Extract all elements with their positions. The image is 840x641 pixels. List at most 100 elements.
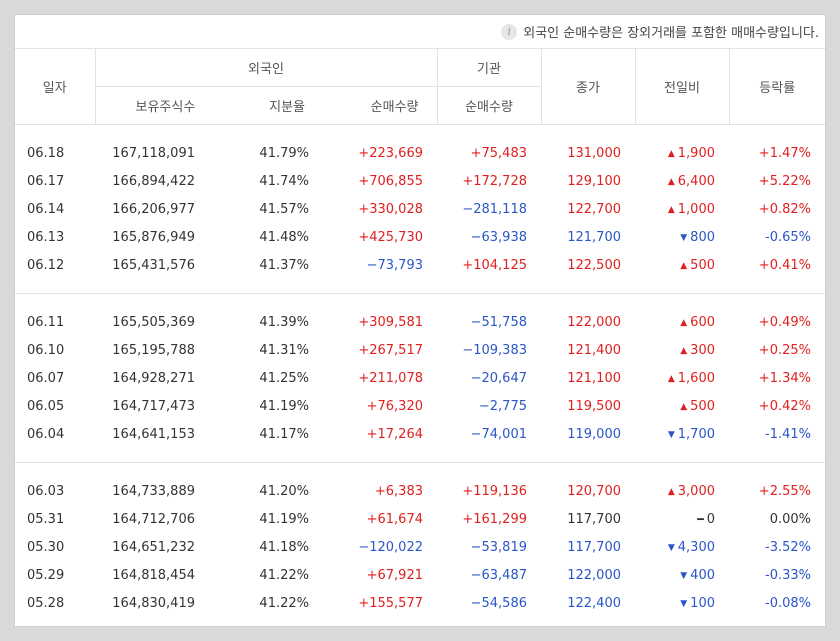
group-separator [15,448,825,463]
info-icon[interactable]: i [501,23,518,40]
cell-change: 500 [635,392,729,420]
investor-trend-panel: i 외국인 순매수량은 장외거래를 포함한 매매수량입니다. 일자 외국인 기관… [15,15,825,626]
cell-holdings: 164,818,454 [112,567,195,583]
cell-ratio: 41.25% [259,370,309,386]
header-change: 전일비 [634,48,729,125]
change-value: 3,000 [668,484,715,499]
header-institution-net: 순매수량 [436,86,541,125]
header-rate: 등락률 [728,48,825,125]
group-spacer [15,463,825,478]
table-row: 06.03 164,733,889 41.20% +6,383 +119,136 120,… [15,477,825,505]
cell-institution-net: +172,728 [462,173,527,189]
cell-rate: +1.47% [758,145,811,161]
table-row: 05.28 164,830,419 41.22% +155,577 −54,586 122… [15,589,825,617]
cell-close: 117,700 [567,539,621,555]
cell-rate: +0.41% [758,257,811,273]
cell-holdings: 164,717,473 [112,398,195,414]
cell-rate: 0.00% [769,511,811,527]
cell-institution-net: −74,001 [470,426,527,442]
cell-date: 05.29 [27,567,65,583]
cell-ratio: 41.37% [259,257,309,273]
cell-change: 1,000 [635,195,729,223]
cell-date: 05.28 [27,595,65,611]
change-value: 100 [680,596,715,611]
cell-change: 400 [635,561,729,589]
cell-foreign-net: +61,674 [366,511,423,527]
table-body: 06.18 167,118,091 41.79% +223,669 +75,483 131… [15,125,825,632]
cell-change: 3,000 [635,477,729,505]
cell-date: 06.07 [27,370,65,386]
cell-rate: -0.33% [765,567,811,583]
header-foreign: 외국인 [94,48,437,87]
cell-foreign-net: +6,383 [374,483,423,499]
cell-holdings: 164,641,153 [112,426,195,442]
cell-holdings: 166,894,422 [112,173,195,189]
change-value: 500 [680,399,715,414]
cell-institution-net: −53,819 [470,539,527,555]
cell-close: 122,700 [567,201,621,217]
cell-institution-net: −63,938 [470,229,527,245]
cell-ratio: 41.17% [259,426,309,442]
cell-change: 500 [635,251,729,279]
cell-rate: -1.41% [765,426,811,442]
cell-ratio: 41.74% [259,173,309,189]
cell-institution-net: +161,299 [462,511,527,527]
cell-foreign-net: +706,855 [358,173,423,189]
cell-foreign-net: +211,078 [358,370,423,386]
change-value: 4,300 [668,540,715,555]
cell-change: 1,700 [635,420,729,448]
cell-foreign-net: −120,022 [358,539,423,555]
table-row: 06.07 164,928,271 41.25% +211,078 −20,647 121… [15,364,825,392]
cell-ratio: 41.31% [259,342,309,358]
cell-ratio: 41.18% [259,539,309,555]
change-value: 1,700 [668,427,715,442]
cell-rate: +0.49% [758,314,811,330]
cell-close: 121,700 [567,229,621,245]
cell-rate: -0.08% [765,595,811,611]
cell-close: 121,400 [567,342,621,358]
cell-foreign-net: +330,028 [358,201,423,217]
cell-change: 600 [635,308,729,336]
cell-ratio: 41.19% [259,511,309,527]
cell-ratio: 41.39% [259,314,309,330]
cell-change: 1,600 [635,364,729,392]
cell-close: 129,100 [567,173,621,189]
cell-institution-net: −281,118 [462,201,527,217]
cell-ratio: 41.19% [259,398,309,414]
cell-close: 117,700 [567,511,621,527]
cell-change: 800 [635,223,729,251]
cell-foreign-net: +67,921 [366,567,423,583]
header-date: 일자 [15,48,95,125]
table-row: 06.14 166,206,977 41.57% +330,028 −281,118 12… [15,195,825,223]
cell-holdings: 164,733,889 [112,483,195,499]
cell-close: 122,400 [567,595,621,611]
cell-date: 06.03 [27,483,65,499]
cell-ratio: 41.48% [259,229,309,245]
cell-foreign-net: +155,577 [358,595,423,611]
cell-close: 122,000 [567,567,621,583]
table-row: 05.31 164,712,706 41.19% +61,674 +161,299 117… [15,505,825,533]
cell-institution-net: −20,647 [470,370,527,386]
cell-foreign-net: +309,581 [358,314,423,330]
table-row: 05.30 164,651,232 41.18% −120,022 −53,819 117… [15,533,825,561]
cell-holdings: 164,830,419 [112,595,195,611]
cell-rate: +1.34% [758,370,811,386]
cell-institution-net: −63,487 [470,567,527,583]
cell-date: 06.10 [27,342,65,358]
table-row: 06.17 166,894,422 41.74% +706,855 +172,728 12… [15,167,825,195]
cell-ratio: 41.22% [259,567,309,583]
cell-foreign-net: +17,264 [366,426,423,442]
table-row: 06.18 167,118,091 41.79% +223,669 +75,483 131… [15,139,825,167]
change-value: 500 [680,258,715,273]
table-row: 06.05 164,717,473 41.19% +76,320 −2,775 119,5… [15,392,825,420]
cell-institution-net: +75,483 [470,145,527,161]
cell-close: 121,100 [567,370,621,386]
cell-change: 100 [635,589,729,617]
cell-date: 06.13 [27,229,65,245]
cell-change: 1,900 [635,139,729,167]
cell-foreign-net: −73,793 [366,257,423,273]
group-spacer [15,125,825,140]
group-separator [15,279,825,294]
cell-close: 119,500 [567,398,621,414]
cell-institution-net: −109,383 [462,342,527,358]
